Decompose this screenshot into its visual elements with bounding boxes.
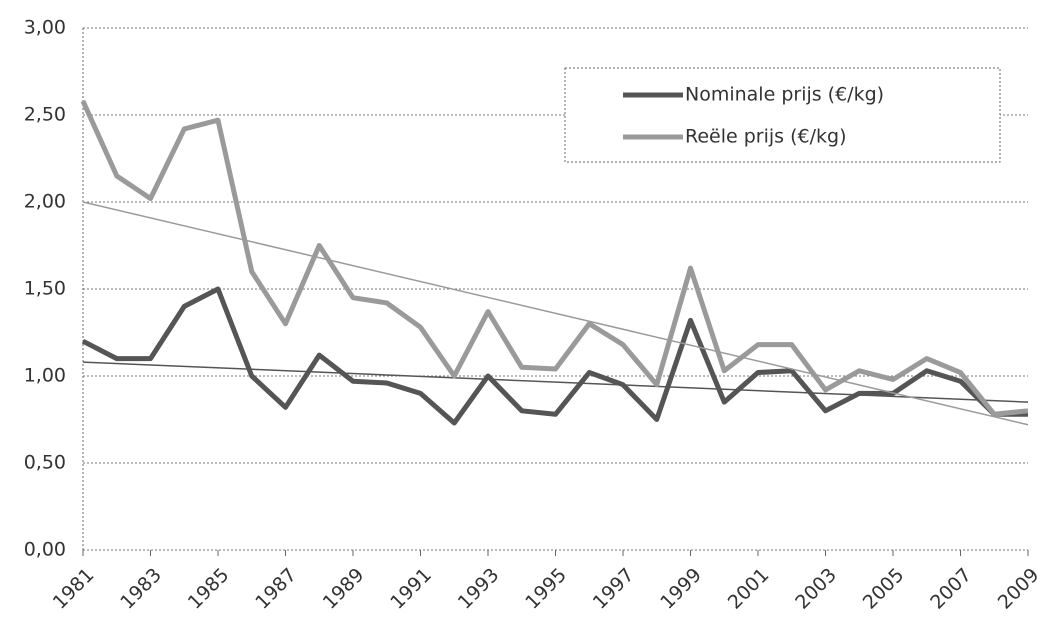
y-tick-label: 1,00	[24, 365, 66, 387]
x-tick-label: 2005	[859, 564, 909, 614]
x-tick-label: 1981	[49, 564, 99, 614]
y-tick-label: 0,50	[24, 452, 66, 474]
x-tick-label: 1989	[319, 564, 369, 614]
y-tick-label: 2,50	[24, 104, 66, 126]
series-line	[80, 100, 1029, 417]
x-tick-label: 2003	[791, 564, 841, 614]
legend-label: Reële prijs (€/kg)	[685, 126, 846, 148]
y-tick-label: 1,50	[24, 278, 66, 300]
trend-line	[82, 201, 1029, 426]
x-tick-label: 1999	[656, 564, 706, 614]
x-tick-label: 1983	[116, 564, 166, 614]
series-line	[81, 286, 1028, 426]
x-tick-label: 1995	[521, 564, 571, 614]
trend-line	[82, 361, 1029, 403]
x-tick-label: 1991	[386, 564, 436, 614]
y-tick-label: 3,00	[24, 17, 66, 39]
x-tick-label: 1985	[184, 564, 234, 614]
x-tick-label: 1987	[251, 564, 301, 614]
y-tick-label: 2,00	[24, 191, 66, 213]
x-tick-label: 2009	[994, 564, 1037, 614]
legend-label: Nominale prijs (€/kg)	[685, 84, 884, 106]
x-tick-label: 2007	[926, 564, 976, 614]
x-tick-label: 1993	[454, 564, 504, 614]
x-tick-label: 2001	[724, 564, 774, 614]
x-tick-label: 1997	[589, 564, 639, 614]
y-tick-label: 0,00	[24, 539, 66, 561]
legend-box	[564, 67, 1001, 163]
